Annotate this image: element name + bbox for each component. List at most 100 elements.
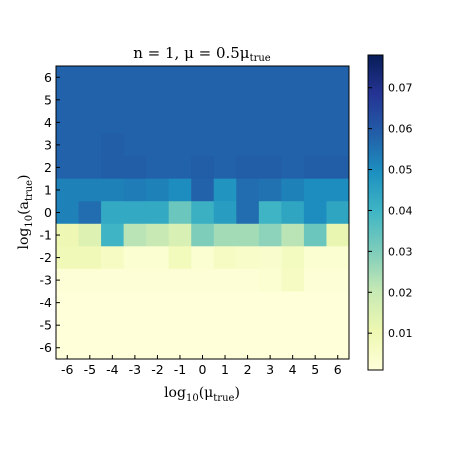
heatmap-cell xyxy=(213,223,237,247)
heatmap-cell xyxy=(101,178,125,202)
heatmap-cell xyxy=(258,111,282,135)
heatmap-cell xyxy=(258,246,282,270)
heatmap-cell xyxy=(123,268,147,292)
heatmap-cell xyxy=(191,201,215,225)
colorbar-tick-label: 0.03 xyxy=(388,245,413,258)
heatmap-cell xyxy=(281,133,305,157)
heatmap-cell xyxy=(191,268,215,292)
heatmap-cell xyxy=(168,88,192,112)
heatmap-cell xyxy=(56,178,79,202)
heatmap-cell xyxy=(123,156,147,180)
heatmap-cell xyxy=(236,223,260,247)
heatmap-cell xyxy=(303,178,327,202)
heatmap-cell xyxy=(213,268,237,292)
x-tick-label: 6 xyxy=(334,362,342,377)
heatmap-cell xyxy=(303,156,327,180)
heatmap-cell xyxy=(258,336,282,360)
heatmap-cell xyxy=(123,336,147,360)
heatmap-cell xyxy=(213,88,237,112)
heatmap-cell xyxy=(101,291,125,315)
heatmap-cell xyxy=(258,88,282,112)
heatmap-cell xyxy=(236,133,260,157)
heatmap-cell xyxy=(191,336,215,360)
heatmap-cell xyxy=(213,291,237,315)
heatmap-cell xyxy=(281,246,305,270)
heatmap-cell xyxy=(168,66,192,89)
heatmap-cell xyxy=(168,133,192,157)
heatmap-cell xyxy=(123,313,147,337)
heatmap-cell xyxy=(326,66,350,89)
heatmap-cell xyxy=(326,156,350,180)
colorbar-ticks: 0.01 0.02 0.03 0.04 0.05 0.06 0.07 xyxy=(368,82,413,340)
heatmap-cell xyxy=(213,246,237,270)
heatmap-cell xyxy=(281,66,305,89)
heatmap-cell xyxy=(168,156,192,180)
heatmap-cell xyxy=(101,66,125,89)
colorbar-tick-label: 0.06 xyxy=(388,123,413,136)
heatmap-cell xyxy=(326,246,350,270)
y-tick-label: 1 xyxy=(44,182,52,197)
colorbar-tick-label: 0.04 xyxy=(388,204,413,217)
x-tick-label: 2 xyxy=(244,362,252,377)
heatmap-cell xyxy=(123,88,147,112)
heatmap-cell xyxy=(123,201,147,225)
heatmap-cell xyxy=(303,291,327,315)
heatmap-cell xyxy=(281,111,305,135)
heatmap-cell xyxy=(101,223,125,247)
colorbar-tick-label: 0.02 xyxy=(388,286,413,299)
x-tick-label: -2 xyxy=(151,362,163,377)
heatmap-cell xyxy=(236,291,260,315)
heatmap-cell xyxy=(168,223,192,247)
y-tick-label: -3 xyxy=(40,273,52,288)
heatmap-cell xyxy=(123,66,147,89)
x-tick-label: 5 xyxy=(311,362,319,377)
heatmap-cell xyxy=(101,246,125,270)
heatmap-cell xyxy=(78,88,102,112)
heatmap-cell xyxy=(123,291,147,315)
heatmap-cell xyxy=(146,66,170,89)
y-axis-ticks: 6 5 4 3 2 1 0 -1 -2 -3 -4 -5 -6 xyxy=(40,70,60,355)
heatmap-cell xyxy=(236,201,260,225)
heatmap-cell xyxy=(146,246,170,270)
heatmap-cell xyxy=(56,133,79,157)
heatmap-cell xyxy=(191,88,215,112)
heatmap-cell xyxy=(258,133,282,157)
heatmap-cell xyxy=(236,246,260,270)
heatmap-cell xyxy=(123,223,147,247)
heatmap-cell xyxy=(78,246,102,270)
y-axis-label: log10(atrue) xyxy=(16,174,35,249)
heatmap-cell xyxy=(303,111,327,135)
heatmap-cell xyxy=(236,66,260,89)
heatmap-cell xyxy=(303,313,327,337)
heatmap-cell xyxy=(326,268,350,292)
heatmap-cell xyxy=(213,111,237,135)
heatmap-cell xyxy=(236,88,260,112)
colorbar-tick-label: 0.01 xyxy=(388,327,413,340)
heatmap-cell xyxy=(281,336,305,360)
heatmap-cell xyxy=(326,313,350,337)
heatmap-cell xyxy=(78,156,102,180)
y-tick-label: 3 xyxy=(44,137,52,152)
y-tick-label: -4 xyxy=(40,295,53,310)
heatmap-cell xyxy=(281,156,305,180)
x-tick-label: 4 xyxy=(289,362,297,377)
heatmap-cell xyxy=(213,178,237,202)
heatmap-cell xyxy=(213,133,237,157)
heatmap-cell xyxy=(213,201,237,225)
heatmap-cell xyxy=(191,313,215,337)
heatmap-cell xyxy=(146,88,170,112)
heatmap-cell xyxy=(281,291,305,315)
heatmap-cell xyxy=(236,268,260,292)
heatmap-cell xyxy=(303,336,327,360)
heatmap-cell xyxy=(78,268,102,292)
heatmap-cell xyxy=(78,133,102,157)
heatmap-cell xyxy=(326,291,350,315)
heatmap-cell xyxy=(168,313,192,337)
y-tick-label: 5 xyxy=(44,92,52,107)
heatmap-cell xyxy=(146,313,170,337)
heatmap-cell xyxy=(56,223,79,247)
y-tick-label: -1 xyxy=(40,228,52,243)
heatmap-cell xyxy=(56,201,79,225)
x-tick-label: 1 xyxy=(221,362,229,377)
heatmap-cell xyxy=(146,178,170,202)
